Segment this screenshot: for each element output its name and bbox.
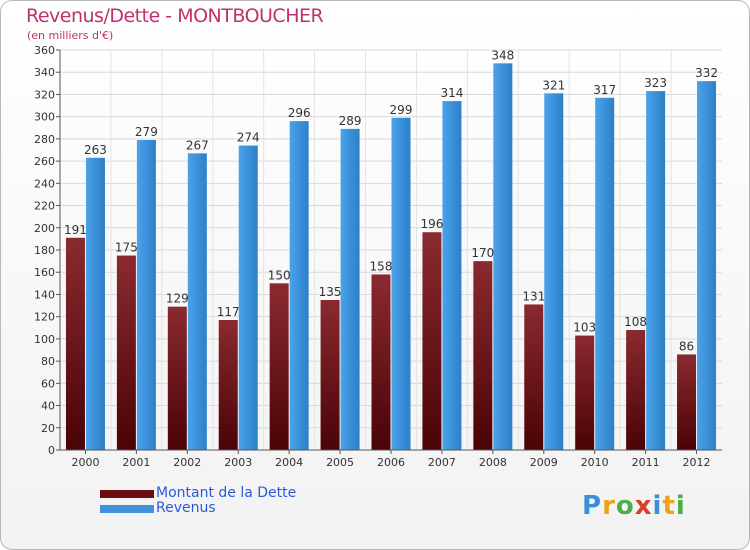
bar-revenus (595, 97, 615, 451)
data-label-dette: 131 (522, 289, 545, 303)
data-label-revenus: 299 (390, 103, 413, 117)
y-tick-label: 360 (34, 44, 55, 57)
data-label-dette: 158 (370, 259, 393, 273)
data-label-dette: 103 (573, 321, 596, 335)
bar-dette (371, 274, 391, 450)
data-label-revenus: 296 (288, 106, 311, 120)
bar-dette (167, 306, 187, 450)
y-tick-label: 120 (34, 311, 55, 324)
y-tick-label: 340 (34, 66, 55, 79)
data-label-dette: 150 (268, 268, 291, 282)
legend-label-revenus: Revenus (156, 500, 216, 516)
y-tick-label: 40 (41, 400, 55, 413)
x-tick-label: 2003 (224, 456, 252, 469)
data-label-dette: 135 (319, 285, 342, 299)
bar-revenus (442, 101, 462, 450)
y-tick-label: 260 (34, 155, 55, 168)
bar-revenus (493, 63, 513, 450)
bar-dette (218, 320, 238, 450)
bar-revenus (289, 121, 309, 450)
data-label-revenus: 321 (542, 78, 565, 92)
bar-dette (524, 304, 544, 450)
y-tick-label: 320 (34, 88, 55, 101)
bar-revenus (187, 153, 207, 451)
x-tick-label: 2000 (71, 456, 99, 469)
data-label-dette: 108 (624, 315, 647, 329)
data-label-revenus: 348 (491, 48, 514, 62)
y-tick-label: 80 (41, 355, 55, 368)
bar-revenus (136, 140, 156, 450)
x-tick-label: 2006 (377, 456, 405, 469)
bar-dette (473, 261, 493, 450)
x-tick-label: 2005 (326, 456, 354, 469)
legend-label-dette: Montant de la Dette (156, 485, 297, 501)
y-tick-label: 300 (34, 111, 55, 124)
bar-revenus (238, 145, 258, 451)
x-tick-label: 2010 (581, 456, 609, 469)
x-tick-label: 2008 (479, 456, 507, 469)
bar-revenus (697, 81, 717, 450)
x-tick-label: 2011 (632, 456, 660, 469)
bar-dette (116, 255, 136, 450)
chart-subtitle: (en milliers d'€) (27, 29, 114, 42)
legend-swatch-revenus (100, 504, 154, 513)
y-tick-label: 240 (34, 177, 55, 190)
y-tick-label: 280 (34, 133, 55, 146)
x-tick-label: 2012 (683, 456, 711, 469)
bar-dette (626, 330, 646, 450)
bar-dette (269, 283, 289, 450)
x-tick-label: 2002 (173, 456, 201, 469)
bar-revenus (85, 157, 105, 450)
data-label-dette: 117 (217, 305, 240, 319)
y-tick-label: 60 (41, 377, 55, 390)
data-label-revenus: 314 (440, 86, 463, 100)
data-label-dette: 191 (64, 223, 87, 237)
x-tick-label: 2004 (275, 456, 303, 469)
data-label-dette: 170 (471, 246, 494, 260)
data-label-revenus: 274 (237, 131, 260, 145)
data-label-revenus: 317 (593, 83, 616, 97)
y-tick-label: 200 (34, 222, 55, 235)
x-tick-label: 2007 (428, 456, 456, 469)
x-tick-label: 2009 (530, 456, 558, 469)
bar-dette (65, 237, 85, 450)
bar-revenus (646, 91, 666, 450)
data-label-revenus: 279 (135, 125, 158, 139)
bar-dette (575, 335, 595, 450)
data-label-revenus: 323 (644, 76, 667, 90)
x-tick-label: 2001 (122, 456, 150, 469)
legend-item-dette: Montant de la Dette (100, 486, 296, 501)
data-label-revenus: 267 (186, 138, 209, 152)
y-tick-label: 180 (34, 244, 55, 257)
data-label-revenus: 263 (84, 143, 107, 157)
bar-revenus (340, 128, 360, 450)
bar-dette (677, 354, 697, 450)
data-label-revenus: 289 (339, 114, 362, 128)
data-label-dette: 86 (679, 339, 694, 353)
y-tick-label: 140 (34, 288, 55, 301)
bar-revenus (544, 93, 564, 450)
chart-title: Revenus/Dette - MONTBOUCHER (26, 5, 324, 27)
y-tick-label: 100 (34, 333, 55, 346)
bar-dette (320, 300, 340, 450)
y-tick-label: 20 (41, 422, 55, 435)
data-label-revenus: 332 (695, 66, 718, 80)
y-tick-label: 160 (34, 266, 55, 279)
data-label-dette: 196 (420, 217, 443, 231)
proxiti-logo: Proxiti (582, 491, 686, 521)
y-tick-label: 0 (48, 444, 55, 457)
y-tick-label: 220 (34, 200, 55, 213)
legend-swatch-dette (100, 489, 154, 498)
data-label-dette: 175 (115, 241, 138, 255)
chart-legend: Montant de la Dette Revenus (100, 486, 296, 516)
bar-revenus (391, 117, 411, 451)
legend-item-revenus: Revenus (100, 501, 296, 516)
data-label-dette: 129 (166, 292, 189, 306)
bar-dette (422, 232, 442, 450)
